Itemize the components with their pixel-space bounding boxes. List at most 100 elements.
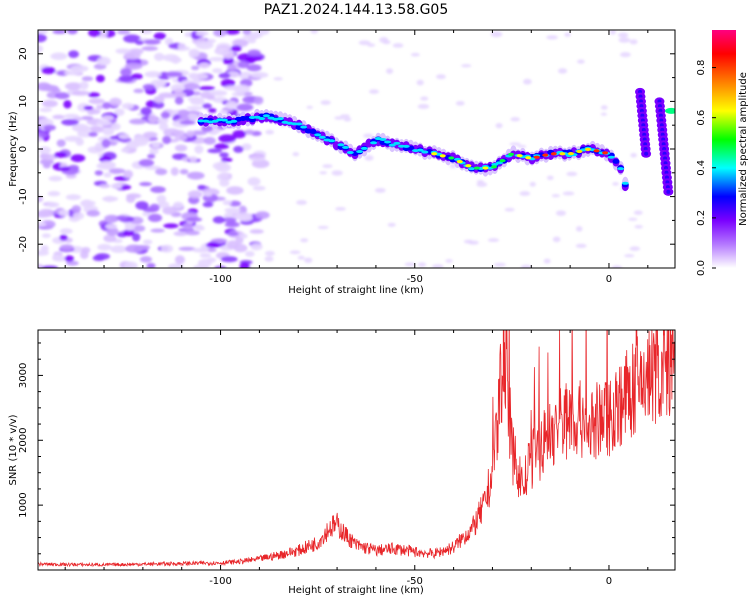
- spectrogram-speckle: [54, 92, 70, 100]
- spectrogram-speckle: [628, 217, 638, 221]
- ridge-segment: [370, 141, 378, 145]
- spectrogram-speckle: [94, 170, 104, 176]
- spectrogram-speckle: [546, 35, 558, 40]
- spectrogram-speckle: [125, 194, 136, 203]
- spectrogram-speckle: [88, 30, 101, 37]
- spectrogram-speckle: [42, 162, 51, 169]
- spectrogram-speckle: [177, 109, 190, 117]
- top-y-axis: -20 -10 0 10 20: [18, 29, 675, 269]
- ridge-segment: [262, 114, 270, 118]
- spectrogram-speckle: [87, 92, 100, 98]
- ridge-segment: [416, 148, 424, 152]
- spectrogram-speckle: [219, 152, 229, 158]
- spectrogram-speckle: [80, 199, 93, 208]
- spectrogram-speckle: [156, 194, 167, 204]
- ridge-segment: [295, 122, 303, 126]
- spectrogram-speckle: [225, 100, 238, 110]
- spectrogram-speckle: [242, 35, 260, 40]
- spectrogram-speckle: [142, 83, 155, 91]
- spectrogram-speckle: [220, 256, 238, 263]
- spectrogram-speckle: [191, 65, 200, 71]
- spectrogram-speckle: [449, 163, 457, 169]
- spectrogram-speckle: [59, 234, 68, 241]
- spectrogram-speckle: [234, 40, 249, 46]
- figure-title: PAZ1.2024.144.13.58.G05: [264, 2, 449, 18]
- spectrogram-speckle: [147, 213, 163, 223]
- spectrogram-speckle: [171, 55, 180, 64]
- spectrogram-speckle: [139, 182, 152, 187]
- spectrogram-speckle: [164, 37, 174, 46]
- spectrogram-speckle: [609, 30, 616, 35]
- spectrogram-speckle: [139, 245, 151, 250]
- spectrogram-speckle: [174, 144, 188, 152]
- spectrogram-speckle: [203, 192, 213, 197]
- spectrogram-speckle: [364, 155, 374, 161]
- spectrogram-speckle: [205, 242, 221, 248]
- spectrogram-speckle: [116, 215, 128, 221]
- top-y-tick-label: -10: [18, 188, 29, 204]
- spectrogram-speckle: [39, 146, 51, 155]
- spectrogram-speckle: [629, 246, 641, 251]
- spectrogram-noise: [38, 30, 643, 268]
- spectrogram-speckle: [174, 96, 184, 105]
- spectrogram-speckle: [172, 201, 184, 209]
- ridge-segment: [342, 145, 350, 149]
- spectrogram-speckle: [461, 64, 472, 68]
- spectrogram-speckle: [233, 145, 244, 153]
- spectrogram-speckle: [185, 230, 200, 236]
- spectrogram-speckle: [41, 233, 51, 238]
- spectrogram-speckle: [239, 233, 248, 239]
- bottom-y-tick-label: 3000: [18, 363, 29, 388]
- spectrogram-speckle: [304, 257, 313, 264]
- spectrogram-speckle: [224, 221, 240, 228]
- spectrogram-speckle: [249, 229, 264, 234]
- spectrogram-speckle: [177, 43, 187, 51]
- spectrogram-speckle: [218, 72, 231, 79]
- spectrogram-speckle: [490, 31, 503, 38]
- spectrogram-speckle: [38, 208, 55, 218]
- spectrogram-speckle: [368, 89, 379, 94]
- spectrogram-speckle: [106, 227, 119, 236]
- ridge-peak: [550, 152, 557, 156]
- spectrogram-speckle: [174, 255, 185, 265]
- spectrogram-speckle: [289, 250, 301, 255]
- spectrogram-speckle: [118, 133, 130, 140]
- spectrogram-speckle: [241, 143, 252, 151]
- ridge-peak: [482, 166, 489, 170]
- top-x-axis: -100 -50 0: [64, 30, 649, 285]
- spectrogram-speckle: [417, 103, 430, 110]
- ridge-segment: [621, 181, 629, 185]
- spectrogram-speckle: [51, 88, 61, 93]
- spectrogram-speckle: [95, 74, 105, 83]
- spectrogram-speckle: [179, 120, 196, 125]
- spectrogram-speckle: [151, 141, 161, 149]
- spectrogram-speckle: [379, 37, 389, 43]
- spectrogram-speckle: [197, 258, 212, 268]
- spectrogram-speckle: [54, 151, 67, 158]
- colorbar-tick-label: 0.4: [696, 160, 707, 176]
- spectrogram-speckle: [495, 122, 503, 129]
- spectrogram-speckle: [102, 196, 119, 202]
- spectrogram-speckle: [306, 105, 313, 109]
- spectrogram-speckle: [185, 217, 203, 222]
- spectrogram-speckle: [58, 209, 70, 217]
- spectrogram-speckle: [102, 102, 111, 110]
- spectrogram-speckle: [86, 209, 101, 217]
- spectrogram-speckle: [64, 113, 79, 119]
- spectrogram-speckle: [296, 200, 308, 206]
- spectrogram-speckle: [63, 100, 72, 109]
- bottom-y-axis-label: SNR (10 * v/v): [8, 414, 19, 485]
- spectrogram-speckle: [156, 117, 169, 124]
- ridge-peak: [499, 159, 506, 163]
- bottom-y-axis: 1000 2000 3000: [18, 342, 675, 571]
- spectrogram-speckle: [212, 68, 223, 74]
- spectrogram-speckle: [38, 45, 44, 53]
- top-y-tick-label: 10: [18, 95, 29, 108]
- top-x-axis-label: Height of straight line (km): [288, 285, 424, 296]
- spectrogram-speckle: [517, 144, 527, 149]
- spectrogram-speckle: [238, 214, 253, 222]
- ridge-streak-core: [644, 151, 649, 156]
- spectrogram-speckle: [179, 169, 189, 175]
- spectrogram-speckle: [543, 258, 551, 264]
